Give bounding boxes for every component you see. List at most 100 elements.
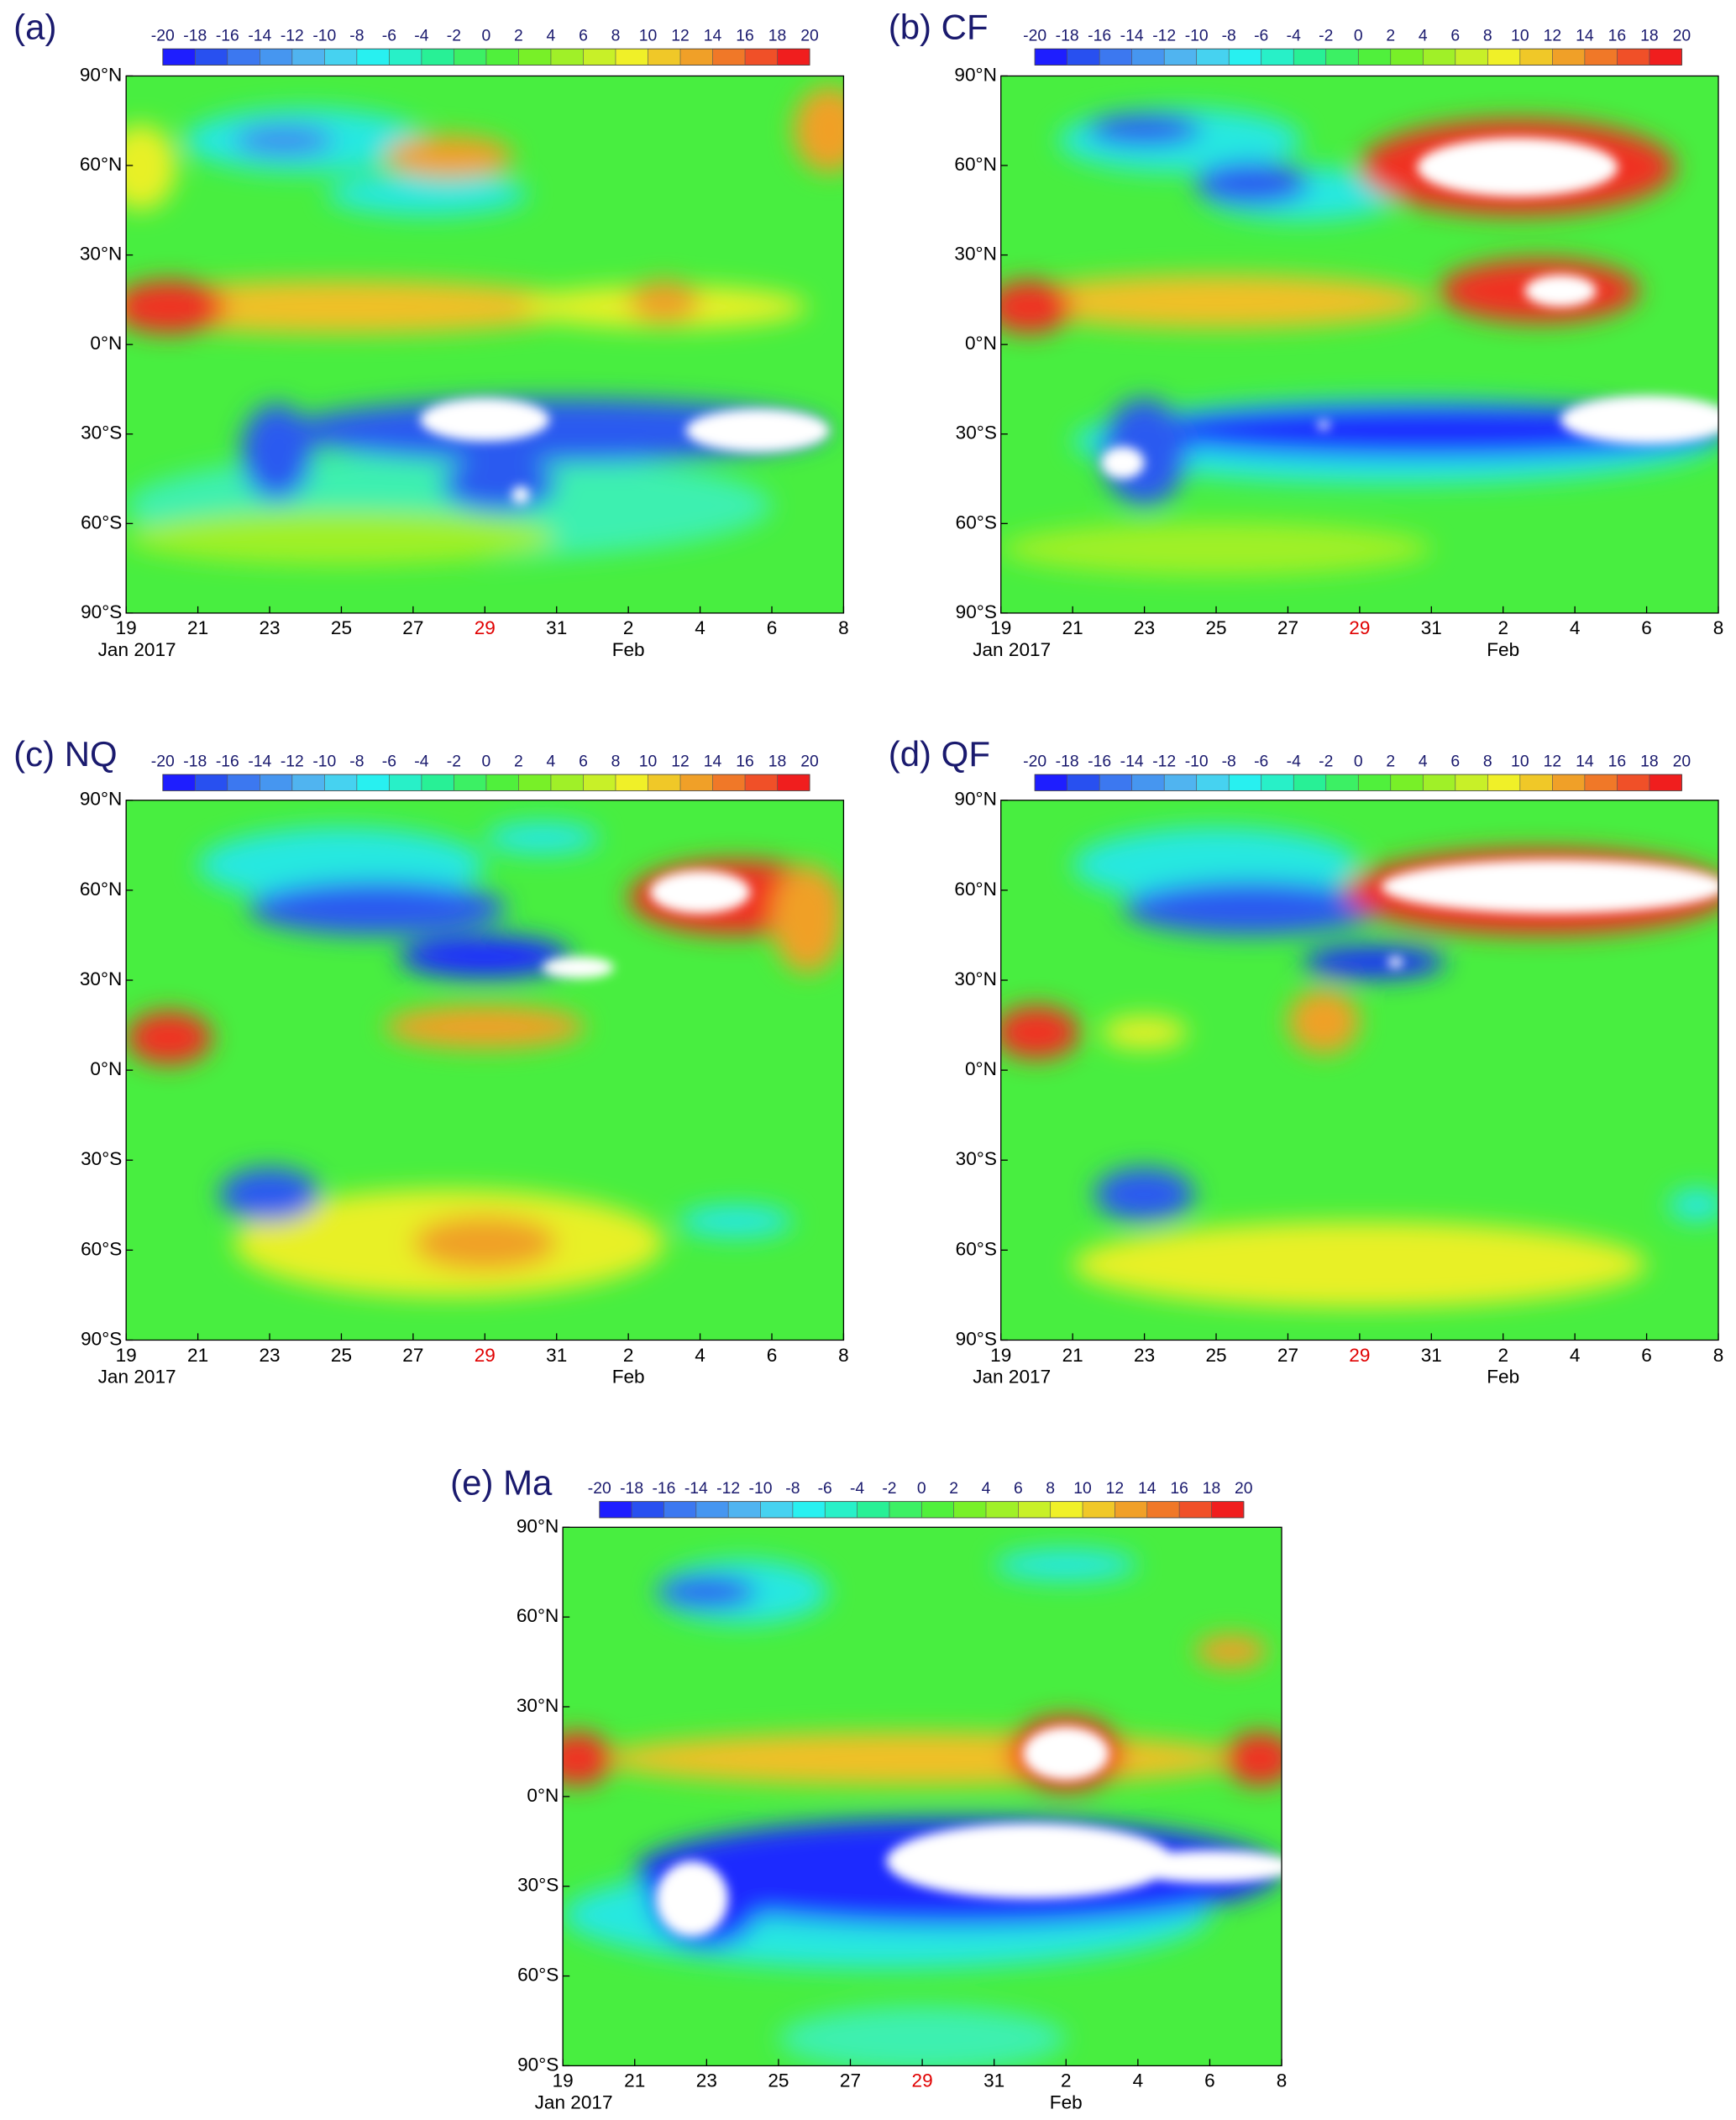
- x-tick-label: 19: [116, 617, 137, 638]
- y-tick-label: 0°N: [527, 1785, 559, 1806]
- out-of-range-region: [886, 1823, 1174, 1899]
- colorbar-tick-label: 18: [1203, 1479, 1221, 1498]
- x-tick-label: 2: [1497, 617, 1508, 638]
- colorbar-tick-label: 4: [547, 27, 556, 45]
- colorbar-cell: [518, 49, 552, 66]
- field-blob: [1087, 113, 1202, 146]
- colorbar-cell: [1358, 774, 1392, 791]
- colorbar-cell: [1261, 774, 1294, 791]
- colorbar-tick-label: 18: [1640, 27, 1659, 45]
- y-tick-label: 30°S: [81, 422, 122, 443]
- contour-field: [563, 1527, 1282, 2066]
- y-tick-label: 0°N: [965, 1058, 997, 1079]
- colorbar-tick-label: -2: [1319, 27, 1333, 45]
- colorbar-tick-label: 0: [1354, 27, 1363, 45]
- colorbar-tick-label: -14: [248, 753, 271, 771]
- y-tick-label: 30°N: [954, 244, 996, 265]
- x-sublabel: Jan 2017: [973, 639, 1051, 660]
- colorbar-cell: [389, 774, 422, 791]
- x-tick-label: 8: [1277, 2070, 1288, 2091]
- field-blob: [793, 87, 844, 173]
- colorbar-tick-label: 20: [800, 27, 819, 45]
- colorbar-tick-label: 14: [1576, 27, 1594, 45]
- colorbar-cell: [1196, 774, 1230, 791]
- colorbar-cell: [1229, 774, 1262, 791]
- x-tick-label: 23: [259, 1345, 280, 1366]
- colorbar-cell: [1649, 49, 1682, 66]
- colorbar-cell: [663, 1501, 697, 1519]
- colorbar-cell: [712, 774, 746, 791]
- y-tick-label: 60°S: [81, 512, 122, 533]
- colorbar-tick-label: 16: [1608, 27, 1627, 45]
- colorbar-cell: [1584, 774, 1618, 791]
- out-of-range-region: [542, 957, 615, 979]
- colorbar-cell: [421, 774, 454, 791]
- colorbar-cell: [889, 1501, 922, 1519]
- colorbar-cell: [825, 1501, 858, 1519]
- colorbar-cell: [389, 49, 422, 66]
- x-tick-label: 21: [187, 1345, 208, 1366]
- field-out-of-range: [542, 870, 751, 979]
- colorbar-tick-label: 14: [1576, 753, 1594, 771]
- field-blob: [384, 1005, 585, 1049]
- colorbar-tick-label: -4: [1287, 27, 1301, 45]
- field-blob: [1000, 522, 1432, 576]
- colorbar-tick-label: 8: [1046, 1479, 1055, 1498]
- colorbar-tick-label: -14: [684, 1479, 708, 1498]
- colorbar-cell: [1552, 774, 1586, 791]
- x-tick-label: 2: [623, 617, 634, 638]
- x-tick-label: 4: [1570, 1345, 1581, 1366]
- colorbar-tick-label: -4: [850, 1479, 864, 1498]
- colorbar-tick-label: -14: [248, 27, 271, 45]
- colorbar-cell: [745, 774, 779, 791]
- colorbar-cell: [792, 1501, 826, 1519]
- colorbar-tick-label: -12: [716, 1479, 740, 1498]
- colorbar-cell: [1455, 49, 1488, 66]
- colorbar-tick-label: -6: [1254, 27, 1268, 45]
- colorbar-cell: [260, 49, 293, 66]
- colorbar-cell: [421, 49, 454, 66]
- colorbar-tick-label: 2: [1386, 27, 1395, 45]
- y-tick-label: 90°S: [956, 601, 997, 622]
- x-tick-label: 21: [1062, 1345, 1083, 1366]
- x-tick-label: 31: [983, 2070, 1004, 2091]
- contour-field: [126, 800, 844, 1341]
- field-blob: [126, 1010, 212, 1065]
- colorbar-tick-label: -12: [1152, 27, 1176, 45]
- colorbar-tick-label: 10: [639, 27, 658, 45]
- colorbar-cell: [1115, 1501, 1148, 1519]
- field-blob: [327, 172, 528, 216]
- x-tick-label: 6: [767, 617, 778, 638]
- colorbar-tick-label: 20: [800, 753, 819, 771]
- y-tick-label: 90°N: [80, 789, 122, 810]
- x-sublabel: Jan 2017: [973, 1367, 1051, 1388]
- colorbar-tick-label: 12: [1544, 27, 1562, 45]
- colorbar-tick-label: 6: [1014, 1479, 1023, 1498]
- colorbar-tick-label: 20: [1673, 27, 1691, 45]
- field-blob: [219, 1167, 320, 1222]
- field-blob: [240, 403, 313, 501]
- y-tick-label: 30°S: [517, 1875, 559, 1896]
- field-blob: [1195, 1635, 1267, 1667]
- colorbar-tick-label: -4: [414, 27, 428, 45]
- x-tick-label: 2: [1497, 1345, 1508, 1366]
- colorbar-cell: [1083, 1501, 1115, 1519]
- colorbar-cell: [1293, 774, 1327, 791]
- colorbar-cell: [1423, 49, 1456, 66]
- out-of-range-region: [1381, 859, 1719, 914]
- field-background: [563, 1527, 1282, 2066]
- colorbar-tick-label: 12: [1106, 1479, 1125, 1498]
- colorbar-tick-label: -20: [151, 753, 175, 771]
- colorbar-cell: [518, 774, 552, 791]
- field-out-of-range: [656, 1726, 1282, 1937]
- x-tick-label: 29: [912, 2070, 933, 2091]
- colorbar-cell: [324, 774, 358, 791]
- colorbar-tick-label: 2: [949, 1479, 958, 1498]
- colorbar-tick-label: 6: [1450, 27, 1460, 45]
- panel: (c) NQ -20 -18 -16 -14 -12 -10 -8 -6 -4 -2 0 2 4 6 8 10 1…: [13, 734, 849, 1387]
- out-of-range-region: [1123, 1850, 1282, 1883]
- field-blob: [126, 511, 557, 565]
- field-out-of-range: [1101, 137, 1719, 480]
- colorbar-cell: [680, 774, 714, 791]
- field-blob: [1224, 1731, 1282, 1787]
